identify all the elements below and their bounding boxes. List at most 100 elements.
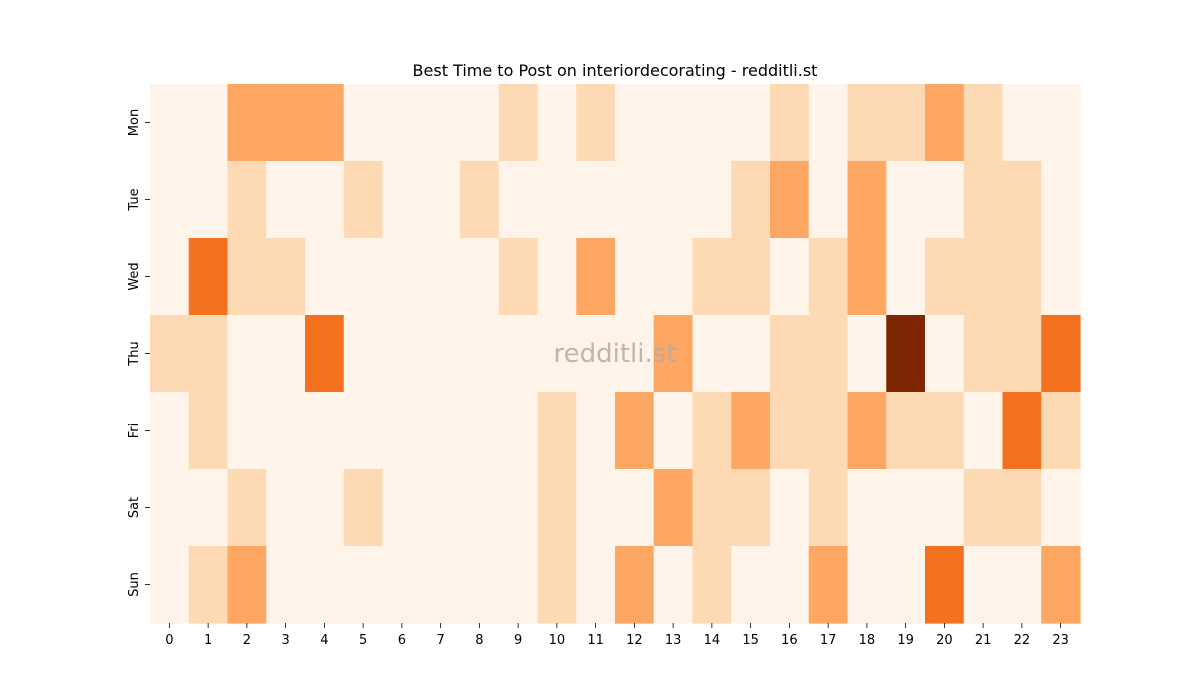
heatmap-cell-sun-8 [460, 546, 500, 624]
heatmap-cell-fri-11 [576, 392, 616, 470]
heatmap-cell-sun-21 [963, 546, 1004, 624]
x-tick-label: 20 [936, 633, 953, 648]
y-tick-label: Tue [127, 188, 142, 211]
heatmap-cell-wed-13 [653, 238, 694, 316]
heatmap-cell-sat-2 [227, 469, 267, 547]
x-tick-label: 23 [1052, 633, 1069, 648]
heatmap-cell-sun-18 [847, 546, 887, 624]
heatmap-cell-sat-14 [692, 469, 732, 547]
y-tick-label: Mon [127, 109, 142, 136]
heatmap-cell-fri-15 [731, 392, 771, 470]
heatmap-cell-sat-22 [1002, 469, 1042, 547]
heatmap-cell-mon-2 [227, 84, 267, 162]
heatmap-cell-thu-23 [1041, 315, 1081, 393]
x-tick-label: 3 [281, 633, 289, 648]
heatmap-cell-tue-4 [305, 161, 345, 239]
chart-title: Best Time to Post on interiordecorating … [413, 61, 818, 80]
heatmap-cell-tue-23 [1041, 161, 1081, 239]
heatmap-cell-mon-10 [537, 84, 577, 162]
heatmap-cell-fri-19 [886, 392, 926, 470]
heatmap-cell-tue-12 [615, 161, 655, 239]
heatmap-cell-sat-7 [421, 469, 461, 547]
heatmap-cell-mon-19 [886, 84, 926, 162]
heatmap-cell-tue-15 [731, 161, 771, 239]
heatmap-cell-sat-12 [615, 469, 655, 547]
heatmap-cell-wed-5 [343, 238, 384, 316]
heatmap-cell-sun-22 [1002, 546, 1042, 624]
heatmap-cell-tue-1 [188, 161, 229, 239]
heatmap-cell-fri-0 [150, 392, 190, 470]
heatmap-cell-wed-1 [188, 238, 229, 316]
heatmap-cell-thu-8 [460, 315, 500, 393]
heatmap-cell-fri-3 [266, 392, 306, 470]
heatmap-cell-thu-7 [421, 315, 461, 393]
heatmap-cell-wed-14 [692, 238, 732, 316]
x-tick-label: 18 [859, 633, 876, 648]
heatmap-cell-sun-23 [1041, 546, 1081, 624]
heatmap-cell-wed-20 [925, 238, 965, 316]
heatmap-cell-sat-21 [963, 469, 1004, 547]
heatmap-cell-mon-16 [770, 84, 810, 162]
heatmap-cell-fri-2 [227, 392, 267, 470]
heatmap-cell-fri-8 [460, 392, 500, 470]
heatmap-cell-sun-20 [925, 546, 965, 624]
heatmap-cell-sat-8 [460, 469, 500, 547]
heatmap-cell-mon-8 [460, 84, 500, 162]
heatmap-cell-wed-4 [305, 238, 345, 316]
x-tick-label: 16 [781, 633, 798, 648]
heatmap-cell-tue-19 [886, 161, 926, 239]
x-tick-label: 22 [1014, 633, 1031, 648]
heatmap-cell-fri-22 [1002, 392, 1042, 470]
x-tick-label: 15 [742, 633, 759, 648]
heatmap-cell-sat-4 [305, 469, 345, 547]
heatmap-cell-fri-14 [692, 392, 732, 470]
heatmap-cell-tue-20 [925, 161, 965, 239]
heatmap-cell-fri-13 [653, 392, 694, 470]
x-tick-label: 6 [398, 633, 406, 648]
heatmap-cell-wed-10 [537, 238, 577, 316]
heatmap-cell-sun-16 [770, 546, 810, 624]
heatmap-cell-tue-22 [1002, 161, 1042, 239]
x-tick-label: 0 [165, 633, 173, 648]
heatmap-cell-thu-6 [382, 315, 422, 393]
heatmap-cell-fri-4 [305, 392, 345, 470]
heatmap-cell-sat-1 [188, 469, 229, 547]
heatmap-cell-fri-17 [808, 392, 849, 470]
heatmap-cell-sun-19 [886, 546, 926, 624]
heatmap-cell-mon-18 [847, 84, 887, 162]
heatmap-cell-sat-0 [150, 469, 190, 547]
heatmap-cell-sun-9 [498, 546, 539, 624]
heatmap-cell-mon-22 [1002, 84, 1042, 162]
x-tick-label: 21 [975, 633, 992, 648]
heatmap-cell-mon-11 [576, 84, 616, 162]
heatmap-cell-tue-0 [150, 161, 190, 239]
heatmap-cell-thu-14 [692, 315, 732, 393]
heatmap-cell-sat-19 [886, 469, 926, 547]
heatmap-cell-thu-22 [1002, 315, 1042, 393]
heatmap-cell-mon-3 [266, 84, 306, 162]
heatmap-cell-fri-9 [498, 392, 539, 470]
x-tick-label: 2 [243, 633, 251, 648]
x-tick-label: 4 [320, 633, 328, 648]
heatmap-cell-wed-22 [1002, 238, 1042, 316]
heatmap-cell-sat-23 [1041, 469, 1081, 547]
heatmap-cell-mon-21 [963, 84, 1004, 162]
x-tick-label: 19 [897, 633, 914, 648]
heatmap-cell-tue-6 [382, 161, 422, 239]
heatmap-cell-thu-18 [847, 315, 887, 393]
heatmap-cell-sat-18 [847, 469, 887, 547]
heatmap-cells [150, 84, 1081, 624]
x-tick-label: 12 [626, 633, 643, 648]
heatmap-cell-sun-13 [653, 546, 694, 624]
y-tick-label: Sat [127, 497, 142, 518]
heatmap-cell-thu-16 [770, 315, 810, 393]
x-tick-label: 14 [704, 633, 721, 648]
heatmap-cell-tue-13 [653, 161, 694, 239]
heatmap-cell-thu-19 [886, 315, 926, 393]
heatmap-cell-sun-7 [421, 546, 461, 624]
heatmap-cell-thu-2 [227, 315, 267, 393]
heatmap-cell-tue-10 [537, 161, 577, 239]
heatmap-cell-mon-17 [808, 84, 849, 162]
heatmap-cell-sun-15 [731, 546, 771, 624]
heatmap-cell-mon-20 [925, 84, 965, 162]
